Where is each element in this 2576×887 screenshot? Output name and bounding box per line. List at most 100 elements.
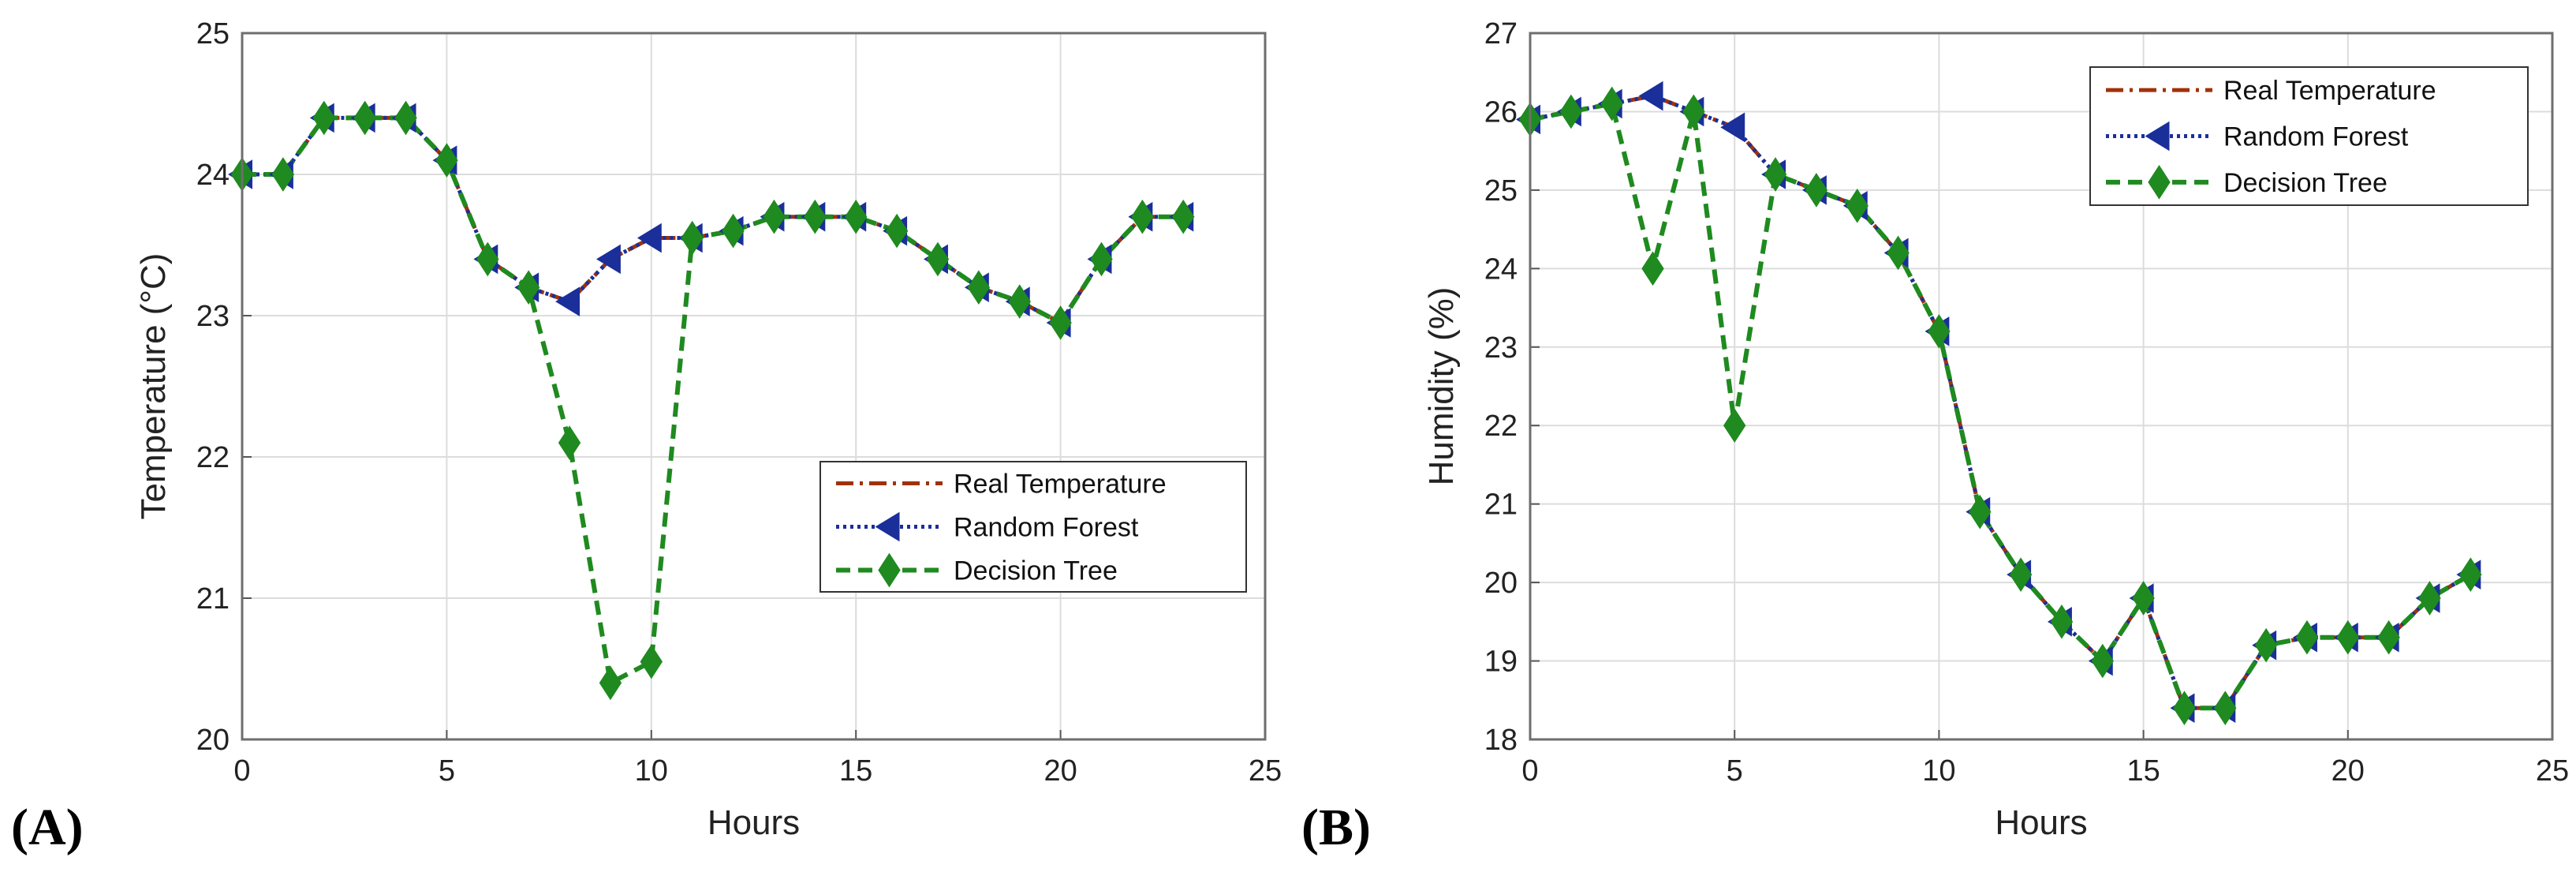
data-point-decision-tree [926,241,950,277]
data-point-random-forest [1638,80,1663,111]
y-tick-label: 26 [1484,95,1518,129]
data-point-decision-tree [1049,305,1072,340]
data-point-random-forest [1720,112,1745,143]
data-point-decision-tree [1559,94,1583,129]
data-point-decision-tree [2336,619,2359,655]
x-tick-label: 25 [2536,754,2569,788]
data-point-decision-tree [2009,557,2033,593]
legend-entry: Decision Tree [954,556,1118,586]
data-point-decision-tree [2050,604,2074,639]
data-point-decision-tree [967,270,991,305]
chart-panel-a: 0 5 10 15 20 25 20 21 22 23 24 25 Hours Temperature (… [11,17,1282,856]
y-axis-title: Humidity (%) [1422,287,1461,486]
data-point-decision-tree [517,270,540,305]
data-point-decision-tree [1682,94,1705,129]
data-point-decision-tree [804,199,827,234]
data-point-decision-tree [2295,619,2319,655]
data-point-decision-tree [1600,86,1623,122]
data-point-decision-tree [1090,241,1113,277]
data-point-decision-tree [845,199,868,234]
plot-area [242,33,1265,739]
series-line-decision-tree [1529,101,2472,711]
data-point-decision-tree [885,213,909,249]
data-point-decision-tree [476,241,499,277]
data-point-decision-tree [1805,173,1828,208]
legend: Real Temperature Random Forest Decision Tr… [2089,66,2529,206]
data-point-random-forest [595,244,621,275]
y-axis-title: Temperature (°C) [134,253,173,520]
x-axis-title: Hours [707,803,800,842]
data-point-decision-tree [1641,251,1664,286]
y-tick-label: 21 [1484,488,1518,522]
legend-entry: Real Temperature [954,470,1167,500]
chart-panel-b: 0 5 10 15 20 25 18 19 20 21 22 23 24 25 26 27 Hours Humid… [1301,17,2569,856]
data-point-decision-tree [2173,691,2196,726]
legend-entry: Random Forest [954,513,1139,543]
data-point-decision-tree [271,157,295,192]
data-point-random-forest [555,286,581,316]
y-tick-label: 25 [196,17,230,51]
legend-marker [2148,164,2171,200]
data-point-decision-tree [681,220,704,256]
legend-entry: Decision Tree [2223,168,2387,198]
x-axis-title: Hours [1995,803,2087,842]
data-point-decision-tree [1172,199,1195,234]
y-tick-label: 27 [1484,17,1518,51]
y-tick-label: 22 [196,441,230,474]
axes-frame [241,32,1267,741]
data-point-decision-tree [722,213,745,249]
data-point-decision-tree [1008,284,1031,319]
data-point-decision-tree [312,100,335,136]
data-point-random-forest [637,223,662,253]
data-point-decision-tree [2214,691,2237,726]
y-tick-label: 25 [1484,174,1518,208]
y-tick-label: 23 [196,300,230,333]
x-tick-label: 0 [1521,754,1538,788]
data-point-decision-tree [394,100,417,136]
axes-frame [1529,32,2554,741]
legend-marker [878,552,901,588]
panel-label: (A) [11,799,84,856]
x-tick-label: 10 [635,754,668,788]
x-tick-label: 25 [1249,754,1282,788]
x-tick-label: 20 [2331,754,2365,788]
x-tick-label: 10 [1922,754,1955,788]
data-point-decision-tree [2418,581,2441,616]
data-point-decision-tree [763,199,786,234]
data-point-decision-tree [640,644,663,679]
x-tick-label: 0 [233,754,250,788]
y-tick-label: 22 [1484,410,1518,443]
y-tick-label: 18 [1484,724,1518,757]
x-tick-label: 5 [1727,754,1743,788]
y-tick-label: 20 [1484,567,1518,600]
data-point-decision-tree [558,425,581,460]
legend: Real Temperature Random Forest Decision Tr… [819,461,1247,593]
y-tick-label: 21 [196,582,230,616]
data-point-decision-tree [2377,619,2400,655]
data-point-decision-tree [599,665,622,701]
data-point-decision-tree [2091,643,2114,679]
x-tick-label: 15 [839,754,872,788]
data-point-decision-tree [2459,557,2482,593]
legend-entry: Real Temperature [2223,76,2436,106]
y-tick-label: 20 [196,724,230,757]
x-tick-label: 15 [2126,754,2160,788]
data-point-decision-tree [1764,157,1787,192]
y-tick-label: 19 [1484,646,1518,679]
data-point-decision-tree [1723,408,1746,444]
data-point-decision-tree [1131,199,1154,234]
data-point-decision-tree [353,100,376,136]
x-tick-label: 20 [1043,754,1077,788]
x-tick-label: 5 [439,754,455,788]
data-point-decision-tree [1846,188,1869,223]
data-point-decision-tree [1928,314,1951,349]
legend-marker [2145,121,2170,152]
legend-marker [875,511,900,542]
data-point-decision-tree [1887,235,1910,271]
data-point-decision-tree [1969,494,1992,530]
y-tick-label: 24 [196,159,230,192]
y-tick-label: 23 [1484,331,1518,365]
data-point-decision-tree [2254,627,2278,663]
panel-label: (B) [1301,799,1371,856]
